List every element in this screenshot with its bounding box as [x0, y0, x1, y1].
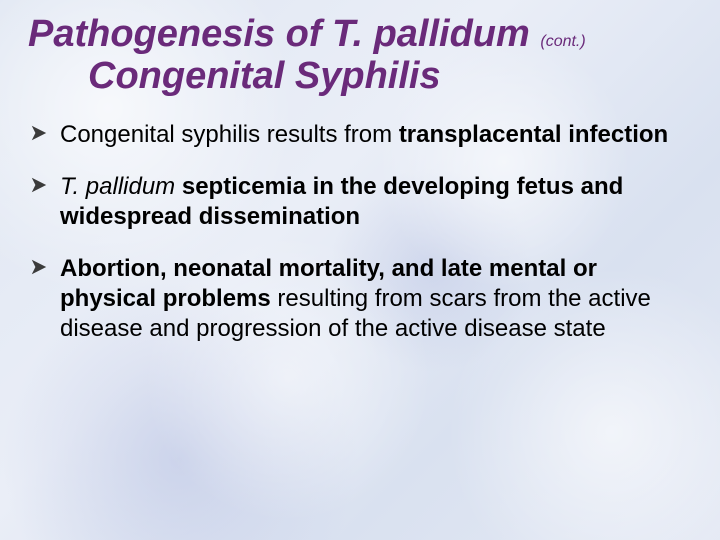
bullet-text: Abortion, neonatal mortality, and late m…	[60, 255, 651, 342]
title-line-1: Pathogenesis of T. pallidum (cont.)	[28, 14, 692, 56]
title-cont: (cont.)	[540, 33, 585, 50]
bullet-arrow-icon	[30, 258, 48, 276]
bullet-list: Congenital syphilis results from transpl…	[28, 120, 692, 344]
bullet-arrow-icon	[30, 176, 48, 194]
title-block: Pathogenesis of T. pallidum (cont.) Cong…	[28, 14, 692, 98]
bullet-item: Abortion, neonatal mortality, and late m…	[28, 254, 692, 344]
bullet-item: T. pallidum septicemia in the developing…	[28, 172, 692, 232]
bullet-arrow-icon	[30, 124, 48, 142]
bullet-text: Congenital syphilis results from transpl…	[60, 121, 668, 148]
title-line-2: Congenital Syphilis	[28, 56, 692, 98]
title-main: Pathogenesis of T. pallidum	[28, 13, 540, 55]
bullet-text: T. pallidum septicemia in the developing…	[60, 173, 623, 230]
bullet-item: Congenital syphilis results from transpl…	[28, 120, 692, 150]
slide: Pathogenesis of T. pallidum (cont.) Cong…	[0, 0, 720, 540]
